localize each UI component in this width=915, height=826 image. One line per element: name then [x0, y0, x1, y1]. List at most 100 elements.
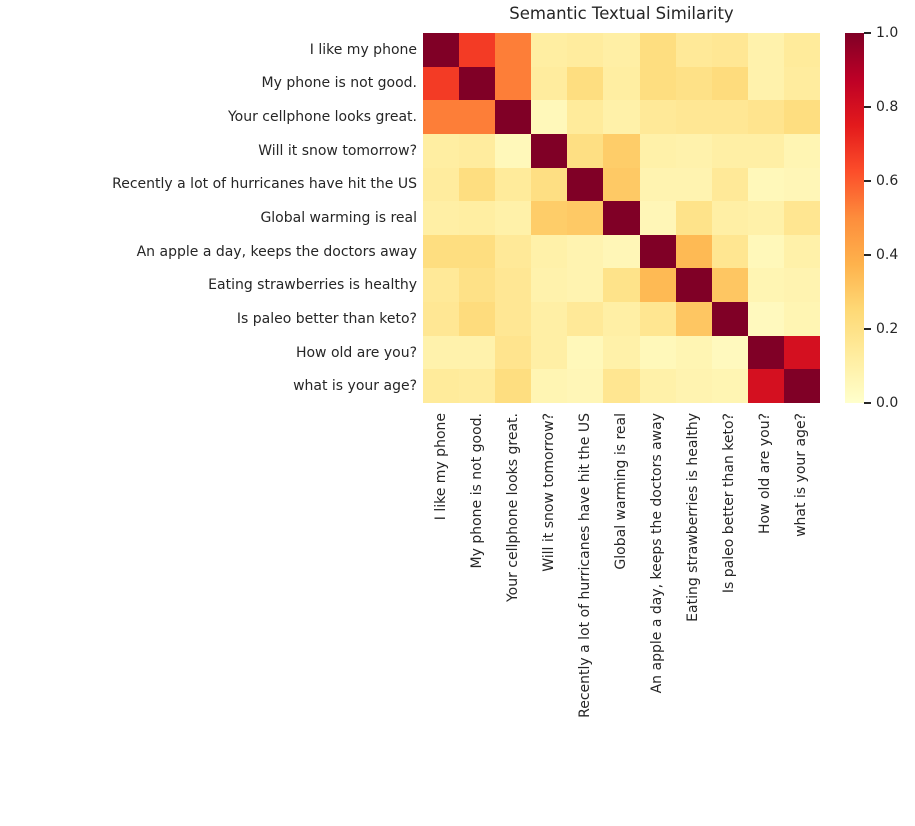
heatmap-cell — [675, 133, 712, 168]
heatmap-cell — [711, 33, 748, 67]
heatmap-cell — [711, 234, 748, 269]
heatmap-cell — [639, 268, 676, 303]
heatmap-cell — [459, 335, 496, 370]
heatmap-cell — [783, 302, 820, 336]
heatmap-cell — [459, 167, 496, 202]
heatmap-cell — [603, 167, 640, 202]
x-tick-label: Global warming is real — [613, 413, 629, 570]
heatmap-cell — [495, 33, 532, 67]
colorbar-gradient — [845, 33, 864, 403]
heatmap-cell — [567, 335, 604, 370]
heatmap-cell — [459, 369, 496, 403]
heatmap-cell — [639, 234, 676, 269]
heatmap-cell — [495, 302, 532, 336]
heatmap-cell — [495, 268, 532, 303]
heatmap-cell — [639, 100, 676, 134]
y-tick-label: Is paleo better than keto? — [236, 310, 417, 327]
colorbar-tick-label: 0.2 — [876, 320, 899, 337]
heatmap-cell — [603, 234, 640, 269]
heatmap-cell — [711, 66, 748, 101]
colorbar-tick-label: 0.0 — [876, 394, 899, 411]
heatmap-cell — [783, 133, 820, 168]
heatmap-cell — [675, 201, 712, 235]
heatmap-cell — [639, 33, 676, 67]
heatmap-cell — [675, 335, 712, 370]
colorbar-tick-label: 0.6 — [876, 172, 899, 189]
heatmap-cell — [423, 268, 460, 303]
heatmap-cell — [603, 302, 640, 336]
heatmap-cell — [747, 268, 784, 303]
heatmap-cell — [783, 66, 820, 101]
heatmap-cell — [495, 335, 532, 370]
heatmap-cell — [711, 268, 748, 303]
heatmap-cell — [711, 201, 748, 235]
x-tick-label: I like my phone — [432, 413, 449, 521]
x-tick-label: My phone is not good. — [468, 413, 485, 569]
heatmap-cell — [603, 335, 640, 370]
heatmap-cell — [423, 201, 460, 235]
colorbar-tick-label: 1.0 — [876, 24, 899, 41]
colorbar-tick — [864, 254, 871, 256]
heatmap-cell — [711, 133, 748, 168]
heatmap-cell — [423, 302, 460, 336]
heatmap-cell — [495, 167, 532, 202]
y-tick-label: My phone is not good. — [261, 75, 417, 92]
y-tick-label: An apple a day, keeps the doctors away — [136, 243, 417, 260]
heatmap-cell — [747, 201, 784, 235]
heatmap-cell — [459, 268, 496, 303]
heatmap-cell — [747, 369, 784, 403]
heatmap-cell — [603, 133, 640, 168]
heatmap-cell — [675, 234, 712, 269]
y-tick-label: Your cellphone looks great. — [227, 109, 417, 126]
x-tick-label: Is paleo better than keto? — [721, 413, 738, 594]
heatmap-cell — [423, 133, 460, 168]
heatmap-cell — [747, 33, 784, 67]
heatmap-cell — [531, 100, 568, 134]
y-tick-label: Recently a lot of hurricanes have hit th… — [112, 176, 417, 193]
colorbar-tick — [864, 328, 871, 330]
heatmap-cell — [711, 369, 748, 403]
heatmap-cell — [603, 100, 640, 134]
colorbar-tick-label: 0.4 — [876, 246, 899, 263]
heatmap-cell — [531, 369, 568, 403]
heatmap-cell — [531, 302, 568, 336]
heatmap-cell — [603, 201, 640, 235]
heatmap-cell — [783, 369, 820, 403]
x-tick-label: Will it snow tomorrow? — [540, 413, 557, 572]
x-tick-label: what is your age? — [793, 413, 810, 537]
y-tick-label: Global warming is real — [260, 210, 417, 226]
heatmap-cell — [567, 133, 604, 168]
heatmap-cell — [423, 234, 460, 269]
heatmap-cell — [531, 268, 568, 303]
heatmap-cell — [639, 369, 676, 403]
heatmap-cell — [531, 66, 568, 101]
heatmap-cell — [783, 201, 820, 235]
heatmap-cell — [639, 335, 676, 370]
heatmap-cell — [495, 234, 532, 269]
heatmap-cell — [603, 369, 640, 403]
heatmap-cell — [747, 100, 784, 134]
heatmap-cell — [675, 369, 712, 403]
heatmap-cell — [747, 234, 784, 269]
y-tick-label: How old are you? — [295, 344, 417, 361]
heatmap-cell — [495, 369, 532, 403]
heatmap-cell — [639, 66, 676, 101]
x-tick-label: An apple a day, keeps the doctors away — [649, 413, 666, 694]
heatmap-cell — [675, 33, 712, 67]
heatmap-cell — [783, 100, 820, 134]
heatmap-cell — [783, 268, 820, 303]
heatmap-cell — [531, 167, 568, 202]
heatmap-cell — [531, 33, 568, 67]
heatmap-cell — [495, 201, 532, 235]
heatmap-cell — [675, 100, 712, 134]
heatmap-cell — [495, 100, 532, 134]
heatmap-cell — [423, 33, 460, 67]
heatmap-cell — [711, 302, 748, 336]
heatmap-cell — [603, 33, 640, 67]
chart-title: Semantic Textual Similarity — [509, 4, 734, 23]
colorbar-tick — [864, 106, 871, 108]
heatmap-cell — [423, 369, 460, 403]
heatmap-cell — [639, 201, 676, 235]
heatmap-cell — [567, 66, 604, 101]
heatmap-cell — [675, 302, 712, 336]
